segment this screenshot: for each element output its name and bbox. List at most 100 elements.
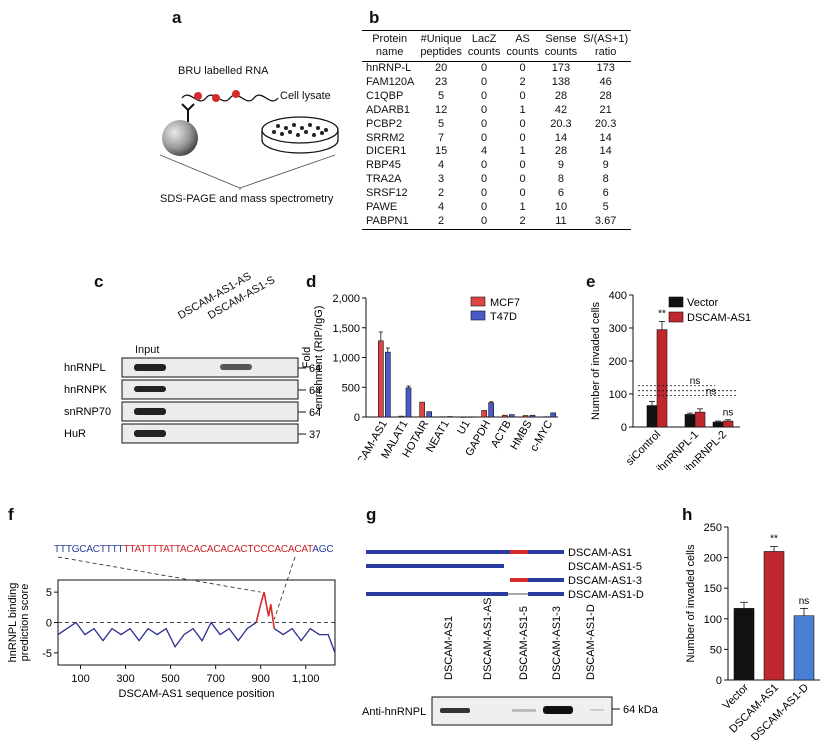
panel-c-blot: Input DSCAM-AS1-AS DSCAM-AS1-S	[70, 270, 310, 450]
panel-c-gel: hnRNPL 64 kDa hnRNPK 64 kDa snRNP70 64 kDa HuR…	[64, 357, 320, 444]
table-cell: 1	[519, 201, 526, 214]
table-header-row: Protein name #Unique peptides LacZ counts A…	[362, 30, 632, 62]
table-row: PABPN1 2 0 2 11 3.67	[362, 214, 632, 230]
x-tick-label: 700	[206, 673, 224, 685]
blot-band	[440, 708, 470, 713]
bead-icon	[162, 120, 198, 156]
table-cell: 46	[599, 75, 612, 88]
significance-label: ns	[690, 376, 701, 387]
bar-mcf7	[460, 416, 467, 418]
table-row: FAM120A 23 0 2 138 46	[362, 76, 631, 90]
table-cell: 5	[438, 117, 445, 130]
table-cell: 10	[554, 201, 568, 214]
table-cell: 20.3	[550, 117, 572, 130]
bar-vector	[712, 421, 724, 428]
blot-band	[134, 386, 166, 392]
y-tick-label: 100	[704, 614, 722, 626]
panel-label-b: b	[369, 8, 380, 27]
y-tick-label: 50	[710, 644, 722, 656]
table-cell: 0	[519, 173, 526, 186]
x-tick-label: U1	[455, 419, 472, 437]
table-cell: PAWE	[366, 201, 398, 214]
legend-label: DSCAM-AS1	[687, 312, 751, 324]
kda-label: 37 kDa	[309, 429, 320, 441]
bar-vector	[684, 414, 696, 428]
panel-label-h: h	[682, 505, 693, 524]
blot-row-label: hnRNPK	[64, 384, 107, 396]
table-cell: 1	[519, 145, 526, 158]
table-cell: 2	[438, 214, 445, 227]
table-cell: 0	[481, 201, 488, 214]
x-tick-label: 500	[161, 673, 179, 685]
bar-mcf7	[502, 414, 508, 418]
blot-band	[134, 364, 166, 371]
y-tick-label: 1,500	[332, 323, 360, 335]
table-cell: 0	[519, 117, 526, 130]
construct-label: DSCAM-AS1	[568, 547, 632, 559]
construct-label: DSCAM-AS1-5	[568, 561, 642, 573]
table-row: ADARB1 12 0 1 42 21	[362, 104, 631, 118]
y-axis-label: Foldenrichment (RIP/IgG)	[301, 306, 325, 410]
table-cell: SRSF12	[366, 187, 408, 200]
y-tick-label: 0	[621, 422, 627, 434]
blot-band	[134, 408, 166, 415]
table-cell: 0	[519, 131, 526, 144]
table-cell: DICER1	[366, 145, 407, 158]
table-cell: 12	[434, 103, 448, 116]
y-tick-label: 400	[609, 290, 627, 302]
col-header: Sense counts	[544, 33, 578, 58]
legend-swatch	[668, 296, 684, 308]
y-tick-label: 0	[46, 618, 52, 630]
x-tick-label: 100	[71, 673, 89, 685]
kda-label: 64 kDa	[623, 704, 659, 716]
table-cell: 14	[554, 131, 568, 144]
zoom-line	[57, 556, 261, 593]
table-cell: 15	[434, 145, 448, 158]
chart-f: 5 0 -5 100 300 500 700 900 1,100 DSCAM-AS1 sequen…	[7, 556, 336, 700]
table-cell: 0	[481, 75, 488, 88]
table-cell: 0	[481, 131, 488, 144]
kda-label: 64 kDa	[309, 407, 320, 419]
bar-t47d	[529, 414, 536, 418]
bar	[733, 608, 755, 681]
blot-band	[220, 364, 252, 370]
table-cell: 173	[596, 62, 615, 74]
table-cell: 8	[557, 173, 565, 186]
table-row: SRRM2 7 0 0 14 14	[362, 132, 631, 146]
binding-peak-line	[255, 591, 275, 629]
kda-label: 64 kDa	[309, 385, 320, 397]
table-row: C1QBP 5 0 0 28 28	[362, 90, 631, 104]
bar-vector	[646, 405, 658, 428]
rna-strand	[181, 94, 279, 102]
blot-row-label: HuR	[64, 428, 86, 440]
table-cell: 0	[481, 187, 488, 200]
col-header: AS counts	[506, 33, 539, 58]
significance-label: **	[658, 308, 666, 319]
table-row: RBP45 4 0 0 9 9	[362, 159, 631, 173]
table-cell: 4	[481, 145, 488, 158]
table-cell: 0	[481, 89, 488, 102]
bar-mcf7	[522, 415, 529, 418]
table-cell: RBP45	[366, 159, 401, 172]
table-cell: 28	[554, 145, 568, 158]
bar-t47d	[550, 412, 556, 418]
y-tick-label: -5	[42, 648, 52, 660]
y-tick-label: 100	[609, 389, 627, 401]
bar-dscam-as1	[694, 411, 706, 428]
table-cell: hnRNP-L	[366, 62, 412, 74]
panel-label-f: f	[8, 505, 14, 524]
col-header: LacZ counts	[467, 33, 501, 58]
bru-label-dot	[212, 94, 220, 102]
blot-label: Anti-hnRNPL	[362, 706, 426, 718]
y-tick-label: 250	[704, 522, 722, 534]
table-cell: 6	[557, 187, 565, 200]
panel-a-schematic	[150, 60, 360, 210]
table-cell: FAM120A	[366, 75, 415, 88]
table-cell: 5	[602, 201, 609, 214]
table-cell: ADARB1	[366, 103, 411, 116]
blot-band	[543, 706, 573, 714]
table-cell: 4	[438, 201, 445, 214]
table-cell: 28	[554, 89, 568, 102]
table-cell: 2	[519, 214, 526, 227]
sequence-text: TTTGCACTTTTTTATTTTATTACACACACACTCCCACACA…	[54, 544, 334, 555]
